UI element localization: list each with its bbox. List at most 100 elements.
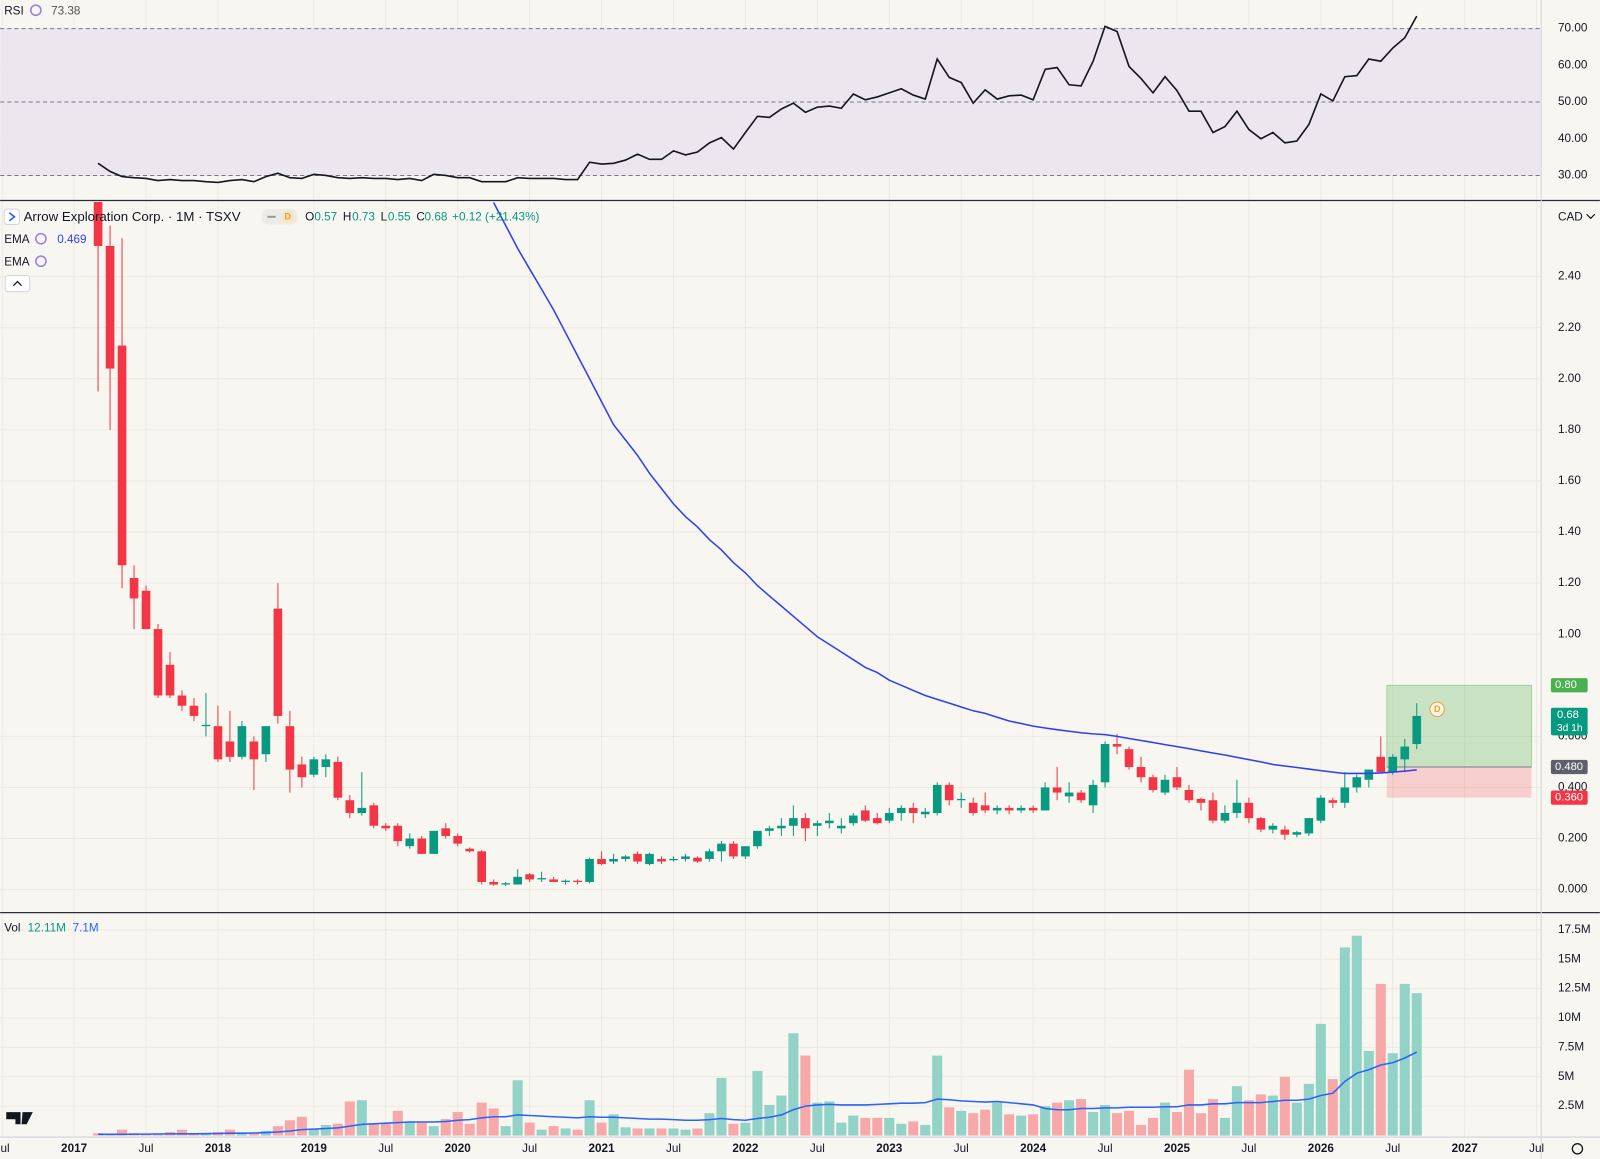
symbol-toggle[interactable] [3, 208, 21, 225]
volume-bar [1339, 947, 1350, 1136]
volume-bar [980, 1109, 991, 1136]
candle-body [1160, 779, 1170, 793]
candle-body [1016, 807, 1026, 811]
volume-bar [1303, 1083, 1314, 1136]
volume-bar [824, 1101, 835, 1136]
y-tick-label: 7.5M [1558, 1040, 1584, 1053]
candle-body [1124, 749, 1134, 768]
candle-body [153, 629, 163, 696]
y-tick-label: 2.20 [1558, 321, 1581, 334]
volume-bar [93, 1133, 104, 1136]
volume-bar [872, 1117, 883, 1136]
volume-bar [584, 1100, 595, 1136]
candle-body [813, 823, 822, 826]
volume-bar [1399, 983, 1410, 1136]
volume-bar [800, 1055, 811, 1136]
x-tick-label: 2021 [589, 1142, 616, 1155]
candle-body [968, 802, 978, 813]
x-tick-label: 2018 [205, 1142, 232, 1155]
candle-body [1088, 784, 1098, 806]
badge-dividend-label: D [285, 212, 292, 222]
y-tick-label: 2.00 [1558, 372, 1581, 385]
x-tick-label: Jul [1241, 1142, 1256, 1155]
badge-dividend [281, 210, 294, 223]
volume-bar [380, 1123, 391, 1136]
candle-body [573, 880, 582, 882]
candle-body [669, 858, 678, 861]
price-label: 0.360 [1555, 792, 1583, 804]
rsi-icon[interactable] [29, 4, 42, 17]
candle-body [165, 664, 175, 696]
candle-body [537, 878, 546, 880]
candle-body [249, 741, 259, 760]
candle-body [932, 784, 942, 813]
ema-title: EMA [4, 233, 30, 246]
dividend-marker [1429, 701, 1445, 717]
volume-bar [1076, 1099, 1087, 1136]
candle-body [884, 812, 894, 821]
volume-bar [1123, 1110, 1135, 1136]
ema-icon[interactable] [35, 255, 47, 268]
volume-bar [752, 1070, 763, 1136]
axes: 30.00 40.00 50.00 60.00 70.00 0.000 0.200 0.400… [0, 22, 1591, 1155]
volume-bar [620, 1127, 631, 1136]
ohlc-value: 0.55 [388, 210, 411, 223]
change: +0.12 (+21.43%) [452, 210, 539, 223]
y-tick-label: 0.400 [1558, 781, 1588, 794]
candle-body [417, 838, 427, 854]
x-tick-label: Jul [1098, 1142, 1113, 1155]
candle-body [920, 811, 930, 815]
candle-body [872, 818, 882, 824]
currency[interactable]: CAD [1558, 210, 1583, 223]
volume-bar [548, 1126, 559, 1136]
candle-body [285, 726, 295, 770]
collapse-button[interactable] [4, 274, 31, 293]
price-label: 0.480 [1555, 761, 1583, 773]
volume-bar [560, 1128, 571, 1136]
candle-body [657, 858, 666, 862]
volume-bar [656, 1128, 667, 1136]
price-label-box [1550, 759, 1588, 775]
ema-icon[interactable] [35, 232, 47, 245]
volume-bar [140, 1134, 152, 1136]
currency-chevron[interactable] [1586, 213, 1596, 220]
candle-body [393, 825, 403, 842]
volume-bar [524, 1122, 535, 1136]
candle-body [1172, 777, 1182, 788]
volume-bar [968, 1113, 979, 1136]
volume-bar [320, 1124, 331, 1136]
ohlc-value: 0.57 [314, 210, 337, 223]
candle-body [1112, 744, 1122, 747]
candle-body [717, 843, 726, 852]
volume-bar [896, 1123, 907, 1136]
candle-body [273, 608, 283, 716]
volume-bar [1028, 1114, 1039, 1136]
settings-icon[interactable] [1571, 1143, 1584, 1155]
x-tick-label: Jul [522, 1142, 537, 1155]
candle-body [609, 858, 618, 862]
candle-body [177, 695, 187, 706]
volume-bar [176, 1129, 188, 1136]
logo [6, 1112, 33, 1125]
rsi-pane [0, 15, 1541, 184]
y-tick-label: 1.40 [1558, 525, 1581, 538]
y-tick-label: 12.5M [1558, 982, 1591, 995]
candle-body [141, 590, 151, 630]
candle-body [1388, 756, 1398, 773]
y-tick-label: 70.00 [1558, 22, 1588, 35]
candle-body [381, 825, 391, 829]
x-tick-label: Jul [378, 1142, 393, 1155]
volume-bar [272, 1126, 283, 1136]
candle-body [1280, 829, 1290, 835]
volume-bar [836, 1122, 847, 1136]
volume-bar [1243, 1100, 1254, 1136]
volume-bar [956, 1110, 967, 1136]
candle-body [1412, 715, 1422, 745]
candle-body [837, 825, 846, 829]
y-tick-label: 50.00 [1558, 95, 1588, 108]
y-tick-label: 15M [1558, 952, 1581, 965]
candle-body [1400, 746, 1410, 760]
volume-bar [1112, 1113, 1123, 1136]
candle-body [1028, 807, 1038, 811]
